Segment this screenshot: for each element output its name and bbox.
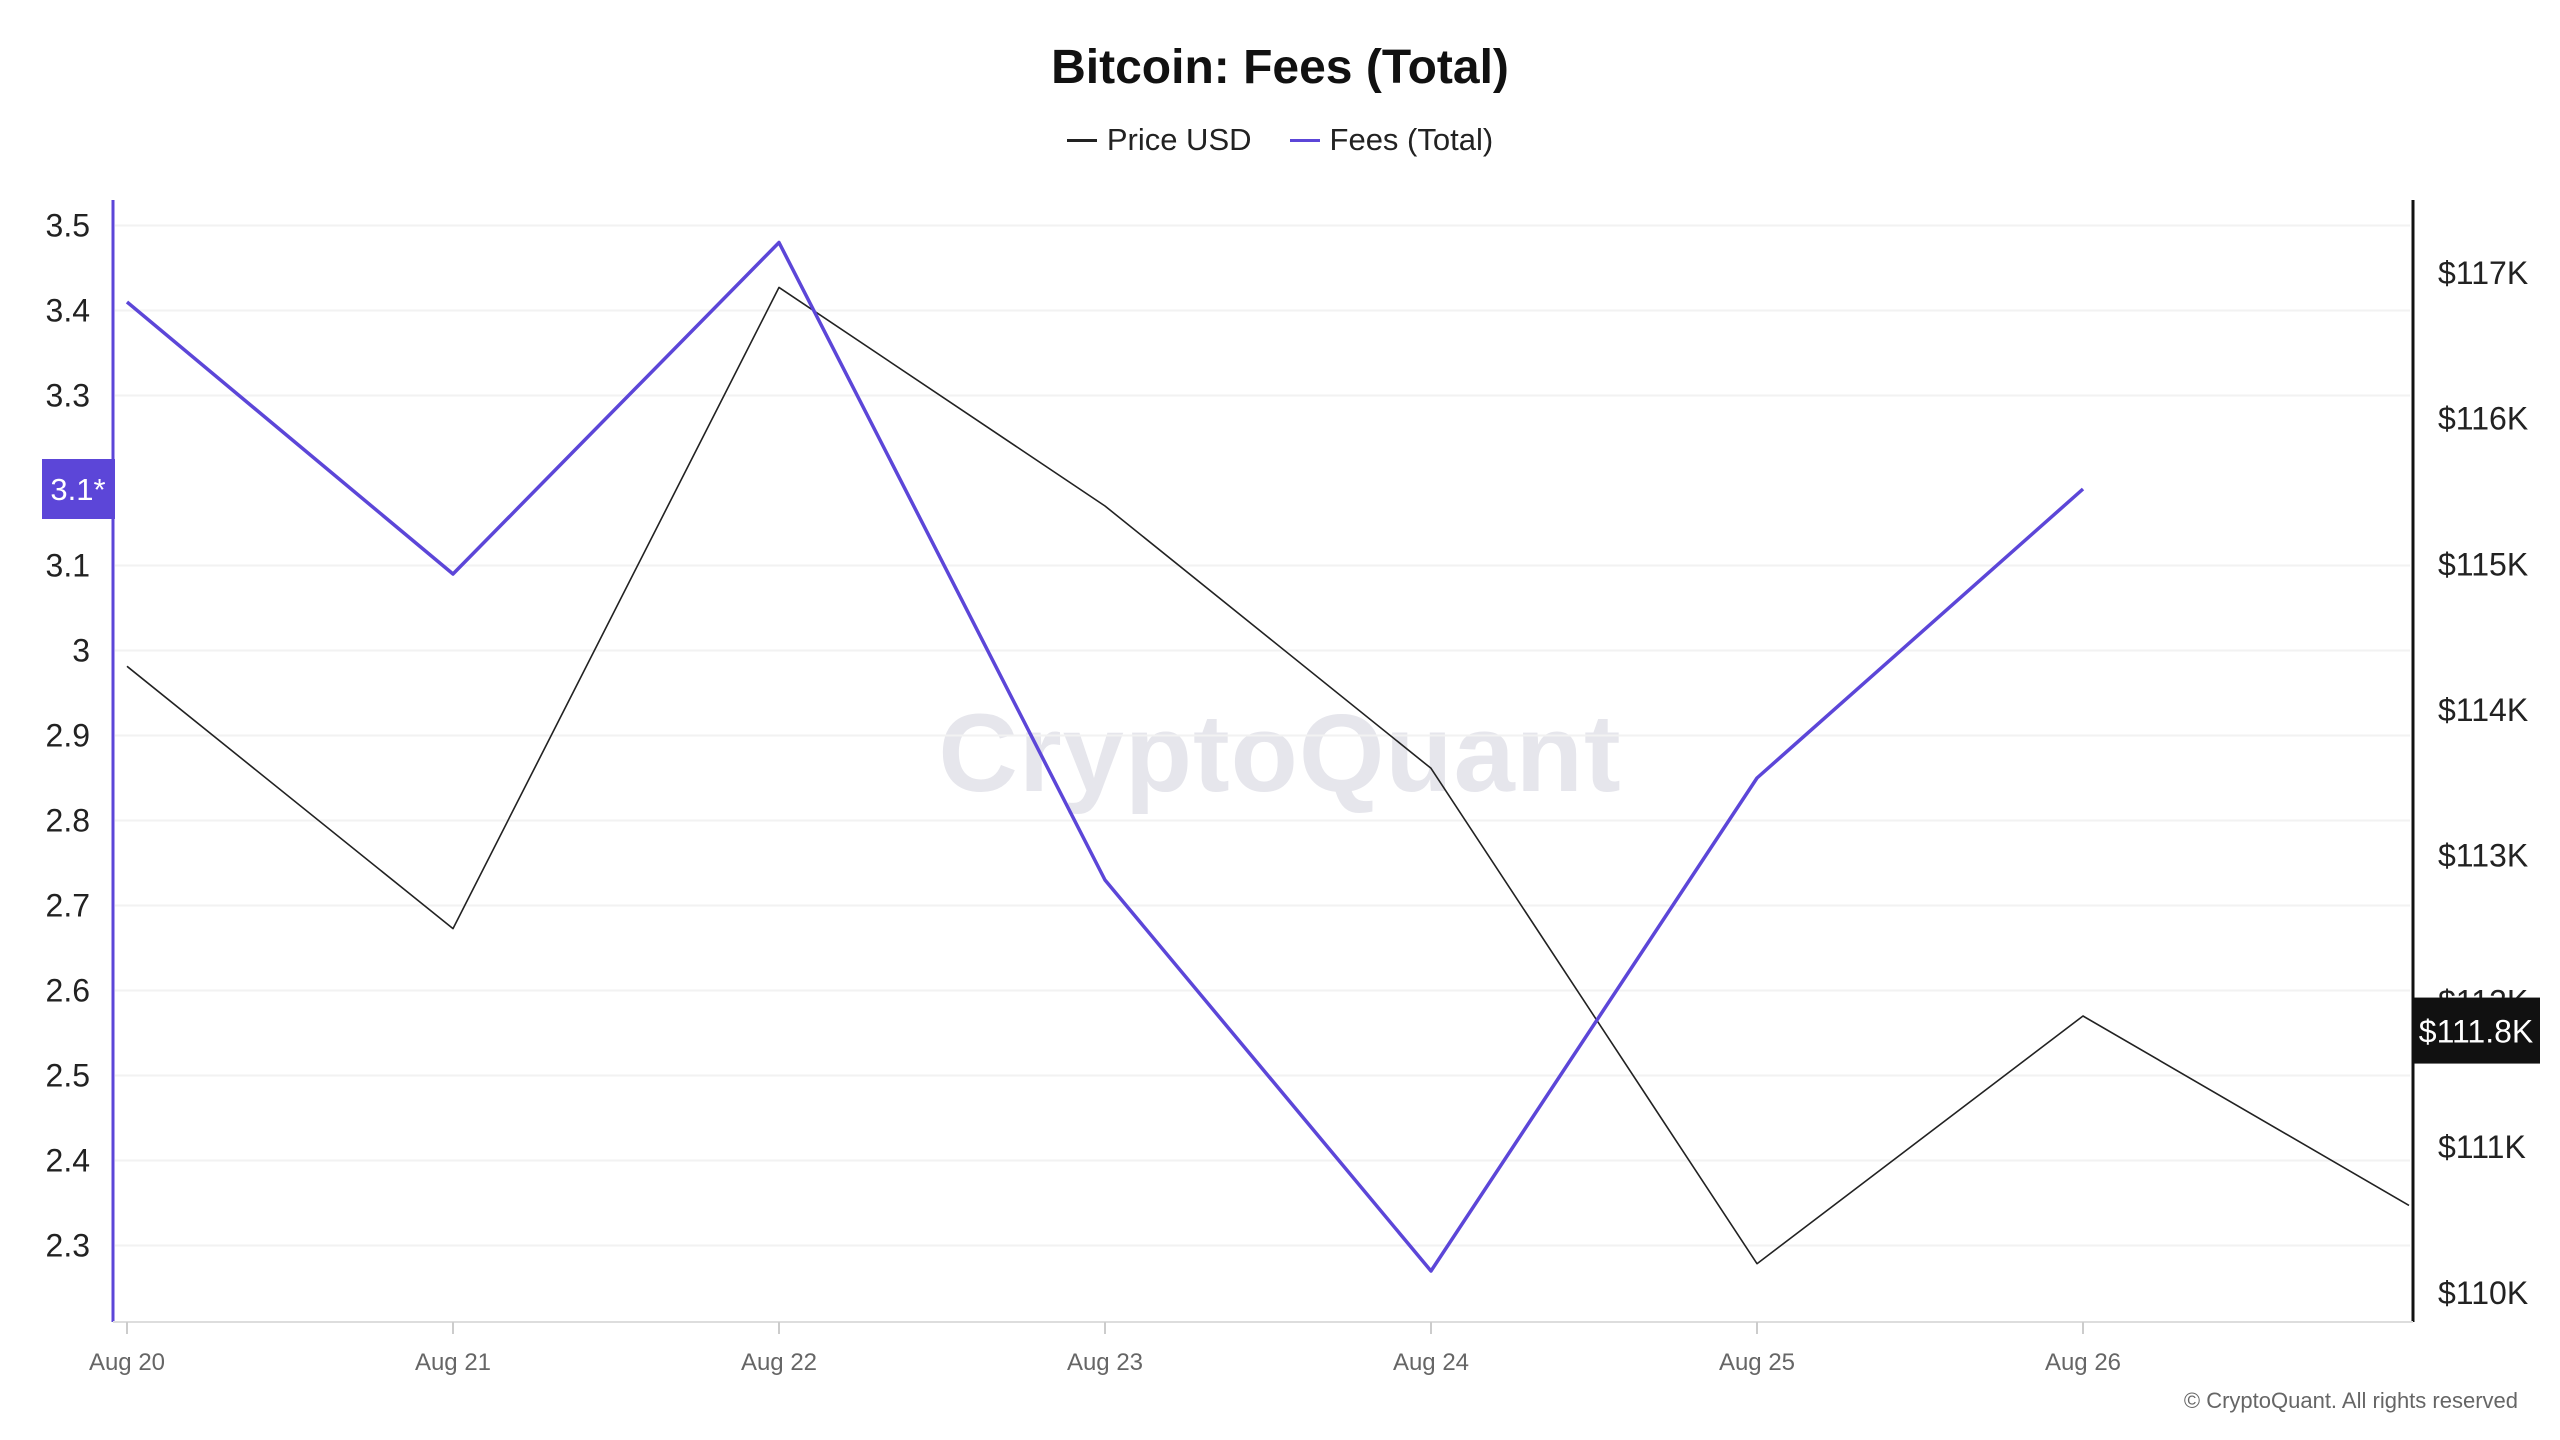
x-tick-label: Aug 21 xyxy=(415,1349,491,1376)
left-value-marker xyxy=(42,459,115,519)
gridlines xyxy=(115,224,2410,1247)
left-y-tick-label: 2.3 xyxy=(46,1228,90,1264)
legend-swatch-price xyxy=(1066,138,1097,142)
legend-label-fees: Fees (Total) xyxy=(1329,122,1494,157)
legend-swatch-fees xyxy=(1289,138,1320,142)
left-y-tick-label: 2.5 xyxy=(46,1058,90,1094)
left-y-tick-label: 2.6 xyxy=(46,973,90,1009)
right-y-tick-label: $110K xyxy=(2438,1275,2528,1311)
legend-label-price: Price USD xyxy=(1106,122,1252,157)
right-y-axis: $110K$111K$112K$113K$114K$115K$116K$117K xyxy=(2438,255,2528,1311)
x-tick-label: Aug 25 xyxy=(1719,1349,1795,1376)
left-y-tick-label: 3 xyxy=(72,633,90,669)
right-value-marker-label: $111.8K xyxy=(2419,1014,2533,1050)
x-tick-label: Aug 22 xyxy=(741,1349,817,1376)
left-y-axis: 2.3 2.4 2.5 2.6 2.7 2.8 2.9 3 3.1 3.3 3.4 3.5 xyxy=(46,208,90,1264)
x-tick-label: Aug 24 xyxy=(1393,1349,1469,1376)
price-usd-line[interactable] xyxy=(126,286,2410,1265)
copyright-notice: © CryptoQuant. All rights reserved xyxy=(2183,1388,2518,1413)
left-y-tick-label: 2.8 xyxy=(46,803,90,839)
left-y-tick-label: 2.7 xyxy=(46,888,90,924)
left-y-tick-label: 3.4 xyxy=(46,293,90,329)
x-axis-ticks: Aug 20 Aug 21 Aug 22 Aug 23 Aug 24 Aug 25 Aug … xyxy=(89,1322,2121,1376)
watermark: CryptoQuant xyxy=(938,692,1622,815)
axis-markers: 3.1* $111.8K xyxy=(42,459,2540,1064)
right-y-tick-label: $115K xyxy=(2438,546,2528,582)
legend-item-fees[interactable]: Fees (Total) xyxy=(1289,122,1494,158)
right-y-tick-label: $111K xyxy=(2438,1129,2526,1165)
left-value-marker-label: 3.1* xyxy=(50,472,105,507)
fees-total-line[interactable] xyxy=(125,240,2085,1273)
right-value-marker xyxy=(2412,997,2540,1064)
left-y-tick-label: 3.3 xyxy=(46,378,90,414)
right-y-tick-label: $113K xyxy=(2438,838,2528,874)
right-y-tick-label: $117K xyxy=(2438,255,2528,291)
legend-item-price[interactable]: Price USD xyxy=(1066,122,1252,158)
x-tick-label: Aug 26 xyxy=(2045,1349,2121,1376)
x-tick-label: Aug 23 xyxy=(1067,1349,1143,1376)
chart-legend: Price USD Fees (Total) xyxy=(0,122,2560,158)
left-y-tick-label: 2.9 xyxy=(46,718,90,754)
axes xyxy=(111,200,2415,1323)
right-y-tick-label: $114K xyxy=(2438,692,2528,728)
left-y-tick-label: 2.4 xyxy=(46,1143,90,1179)
left-y-tick-label: 3.1 xyxy=(46,548,90,584)
left-y-tick-label: 3.5 xyxy=(46,208,90,244)
right-y-tick-label: $116K xyxy=(2438,401,2528,437)
series-lines xyxy=(125,240,2410,1273)
chart-title: Bitcoin: Fees (Total) xyxy=(1051,41,1509,94)
x-tick-label: Aug 20 xyxy=(89,1349,165,1376)
